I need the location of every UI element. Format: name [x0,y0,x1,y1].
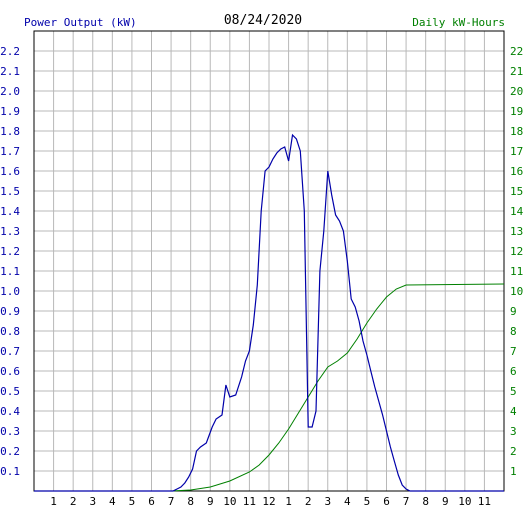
y-left-tick-label: 1.4 [0,205,20,218]
x-tick-label: 5 [364,495,371,508]
y-left-tick-label: 1.6 [0,165,20,178]
y-right-tick-label: 22 [510,45,523,58]
y-right-tick-label: 12 [510,245,523,258]
y-left-tick-label: 1.0 [0,285,20,298]
y-left-tick-label: 0.2 [0,445,20,458]
y-left-tick-label: 2.2 [0,45,20,58]
x-tick-label: 10 [223,495,236,508]
x-tick-label: 1 [50,495,57,508]
y-left-tick-label: 1.5 [0,185,20,198]
y-left-tick-label: 0.8 [0,325,20,338]
y-left-tick-label: 1.3 [0,225,20,238]
x-tick-label: 11 [478,495,491,508]
y-left-tick-label: 2.1 [0,65,20,78]
x-tick-label: 1 [285,495,292,508]
y-left-tick-label: 1.7 [0,145,20,158]
grid [34,31,504,491]
x-tick-label: 2 [70,495,77,508]
x-tick-label: 3 [324,495,331,508]
y-right-tick-label: 2 [510,445,517,458]
y-right-tick-label: 20 [510,85,523,98]
x-tick-label: 5 [129,495,136,508]
y-right-tick-label: 13 [510,225,523,238]
x-tick-label: 8 [187,495,194,508]
y-left-tick-label: 2.0 [0,85,20,98]
y-right-tick-label: 1 [510,465,517,478]
y-right-tick-label: 16 [510,165,523,178]
y-left-tick-label: 0.7 [0,345,20,358]
y-left-tick-label: 0.6 [0,365,20,378]
x-tick-label: 11 [243,495,256,508]
y-right-tick-label: 21 [510,65,523,78]
y-right-tick-label: 9 [510,305,517,318]
y-left-tick-label: 1.2 [0,245,20,258]
y-right-tick-label: 5 [510,385,517,398]
x-tick-label: 2 [305,495,312,508]
x-tick-label: 7 [403,495,410,508]
y-right-tick-label: 17 [510,145,523,158]
x-tick-label: 9 [442,495,449,508]
y-right-tick-label: 6 [510,365,517,378]
y-left-tick-label: 0.1 [0,465,20,478]
x-tick-label: 9 [207,495,214,508]
x-tick-label: 4 [109,495,116,508]
y-right-tick-label: 8 [510,325,517,338]
y-left-tick-label: 1.1 [0,265,20,278]
y-left-tick-label: 0.3 [0,425,20,438]
y-right-tick-label: 11 [510,265,523,278]
series-power-line [34,133,504,492]
x-tick-label: 7 [168,495,175,508]
left-axis-title: Power Output (kW) [24,16,137,29]
y-left-tick-label: 0.4 [0,405,20,418]
y-right-tick-label: 18 [510,125,523,138]
y-left-tick-label: 0.9 [0,305,20,318]
y-right-tick-label: 14 [510,205,524,218]
y-right-tick-label: 3 [510,425,517,438]
x-tick-label: 8 [422,495,429,508]
x-tick-label: 10 [458,495,471,508]
chart-title: 08/24/2020 [224,13,302,28]
left-axis: 0.1 0.2 0.3 0.4 0.5 0.6 0.7 0.8 0.9 1.0 1.1 1.2 1.3 1… [0,45,20,478]
y-right-tick-label: 19 [510,105,523,118]
y-left-tick-label: 1.9 [0,105,20,118]
y-left-tick-label: 1.8 [0,125,20,138]
x-tick-label: 6 [148,495,155,508]
x-tick-label: 6 [383,495,390,508]
y-right-tick-label: 10 [510,285,523,298]
y-right-tick-label: 4 [510,405,517,418]
x-axis: 1 2 3 4 5 6 7 8 9 10 11 12 1 2 3 4 5 6 7 8 9 10 11 [50,495,491,508]
y-right-tick-label: 7 [510,345,517,358]
plot-frame [33,30,505,492]
x-tick-label: 12 [262,495,275,508]
y-right-tick-label: 15 [510,185,523,198]
right-axis-title: Daily kW-Hours [412,16,505,29]
x-tick-label: 4 [344,495,351,508]
x-tick-label: 3 [89,495,96,508]
y-left-tick-label: 0.5 [0,385,20,398]
